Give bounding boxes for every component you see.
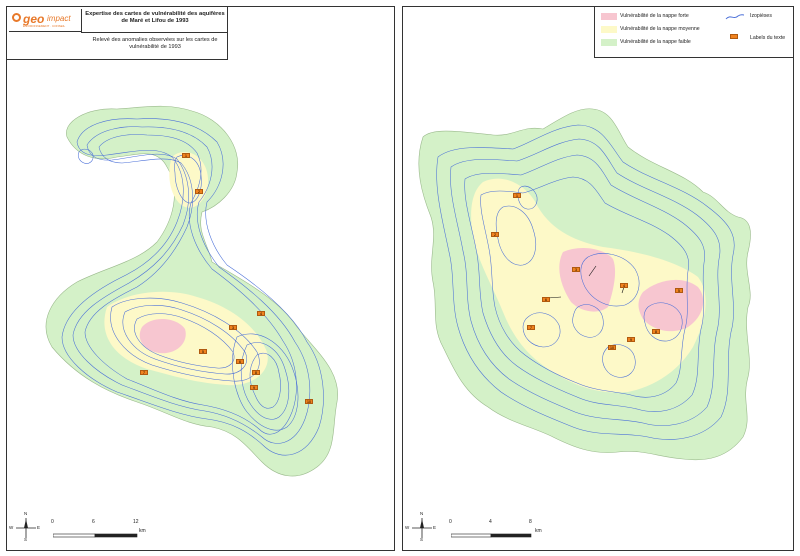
legend-isopiezes: Izopièses (750, 13, 772, 19)
compass-s: S (420, 537, 424, 542)
text-label: 1 (182, 153, 190, 158)
map-legend: Vulnérabilité de la nappe forte Vulnérab… (594, 7, 793, 58)
text-label: 6 (236, 359, 244, 364)
left-map-canvas (45, 105, 338, 477)
scale-bar (450, 525, 541, 538)
text-label: 5 (199, 349, 207, 354)
left-forte-zone (139, 318, 186, 354)
text-label: 7 (527, 325, 535, 330)
compass-e: E (433, 525, 437, 530)
legend-swatch-moyenne (601, 26, 617, 33)
text-label: 8 (652, 329, 660, 334)
map-subtitle: Relevé des anomalies observées sur les c… (92, 37, 218, 50)
text-label: 9 (250, 385, 258, 390)
scale-tick: 4 (489, 519, 492, 525)
scale-unit: km (139, 528, 146, 534)
scale-bar (52, 525, 145, 538)
text-label: 6 (542, 297, 550, 302)
compass-n: N (420, 511, 424, 516)
legend-forte: Vulnérabilité de la nappe forte (620, 13, 689, 19)
text-label: 4 (620, 283, 628, 288)
compass-e: E (37, 525, 41, 530)
scale-tick: 0 (449, 519, 452, 525)
logo-geo-text: geo (23, 12, 45, 26)
map-title: Expertise des cartes de vulnérabilité de… (85, 11, 225, 24)
geo-impact-logo: geo impact ENVIRONNEMENT · CONSEIL (9, 9, 82, 32)
text-label: 1 (513, 193, 521, 198)
text-label: 2 (195, 189, 203, 194)
text-label: 10 (608, 345, 616, 350)
legend-swatch-faible (601, 39, 617, 46)
scale-unit: km (535, 528, 542, 534)
scale-tick: 8 (529, 519, 532, 525)
compass-s: S (24, 537, 28, 542)
scale-tick: 6 (92, 519, 95, 525)
title-box: geo impact ENVIRONNEMENT · CONSEIL Exper… (7, 7, 228, 60)
right-isopieze-lines (436, 124, 735, 440)
logo-mark-icon (12, 13, 21, 22)
text-label: 3 (229, 325, 237, 330)
legend-label-swatch (730, 34, 738, 39)
logo-tagline: ENVIRONNEMENT · CONSEIL (23, 24, 66, 28)
compass-rose-icon: N S E W (9, 511, 41, 542)
legend-moyenne: Vulnérabilité de la nappe moyenne (620, 26, 700, 32)
legend-faible: Vulnérabilité de la nappe faible (620, 39, 691, 45)
compass-n: N (24, 511, 28, 516)
scale-tick: 0 (51, 519, 54, 525)
left-moyenne-zone (104, 291, 268, 386)
right-forte-zone (559, 247, 616, 312)
legend-swatch-forte (601, 13, 617, 20)
text-label: 4 (257, 311, 265, 316)
text-label: 3 (572, 267, 580, 272)
compass-w: W (9, 525, 14, 530)
text-label: 8 (252, 370, 260, 375)
left-map-panel: geo impact ENVIRONNEMENT · CONSEIL Exper… (6, 6, 395, 551)
left-isopieze-lines (61, 118, 324, 456)
compass-rose-icon: N S E W (405, 511, 437, 542)
compass-w: W (405, 525, 410, 530)
text-label: 2 (491, 232, 499, 237)
scale-tick: 12 (133, 519, 139, 525)
text-label: 7 (140, 370, 148, 375)
right-map-canvas (418, 108, 751, 461)
logo-impact-text: impact (47, 14, 71, 23)
text-label: 10 (305, 399, 313, 404)
right-map-panel: Vulnérabilité de la nappe forte Vulnérab… (402, 6, 794, 551)
isopieze-line-icon (725, 14, 745, 20)
title-divider (81, 32, 227, 33)
text-label: 5 (675, 288, 683, 293)
text-label: 9 (627, 337, 635, 342)
legend-labels: Labels du texte (750, 35, 786, 41)
